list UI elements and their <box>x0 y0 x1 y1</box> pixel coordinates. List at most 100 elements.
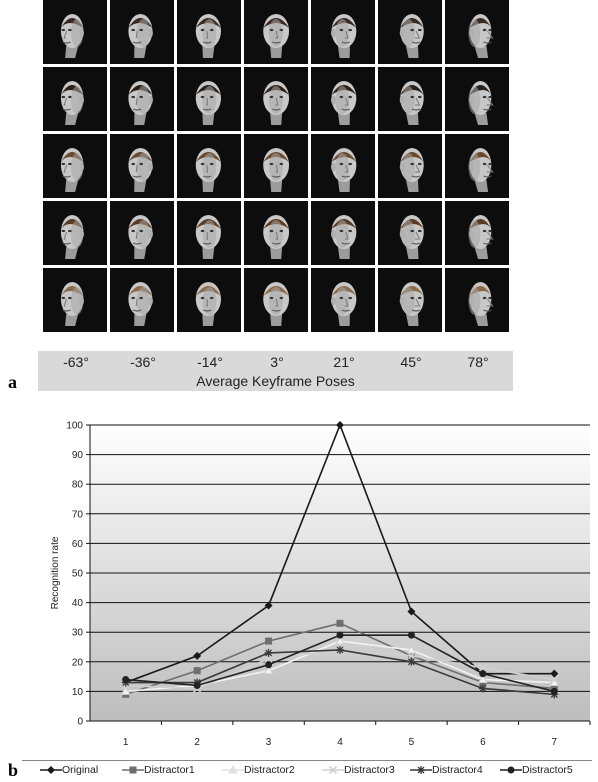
face-head-icon <box>399 215 424 259</box>
legend-swatch <box>410 766 432 775</box>
data-point <box>477 674 488 684</box>
legend-marker <box>507 766 515 774</box>
pose-label: -63° <box>63 354 89 370</box>
legend-label: Distractor5 <box>522 764 573 776</box>
face-head-icon <box>195 81 221 125</box>
face-image <box>43 134 107 198</box>
face-head-icon <box>195 215 221 259</box>
face-head-icon <box>263 215 290 259</box>
face-image <box>110 0 174 64</box>
legend-label: Distractor4 <box>432 764 483 776</box>
face-head-icon <box>399 148 424 192</box>
face-head-icon <box>60 81 84 125</box>
series-distractor5 <box>122 631 558 695</box>
face-head-icon <box>195 148 221 192</box>
face-image <box>244 67 308 131</box>
data-point <box>550 669 559 678</box>
face-image <box>311 0 375 64</box>
x-tick-label: 4 <box>337 737 343 748</box>
data-point <box>264 654 273 663</box>
data-point <box>479 670 487 678</box>
pose-label: 21° <box>333 354 355 370</box>
pose-axis-caption: Average Keyframe Poses <box>196 373 355 389</box>
face-image <box>378 0 442 64</box>
x-tick-label: 2 <box>194 737 200 748</box>
pose-axis-bar: -63° -36° -14° 3° 21° 45° 78° Average Ke… <box>38 351 513 391</box>
face-head-icon <box>399 282 424 326</box>
face-image <box>244 0 308 64</box>
legend-item: Original <box>40 764 98 776</box>
panel-letter-b: b <box>8 760 19 780</box>
legend-label: Distractor3 <box>344 764 395 776</box>
face-image <box>177 67 241 131</box>
legend-swatch <box>222 765 244 774</box>
x-tick-label: 1 <box>123 737 129 748</box>
face-image <box>378 134 442 198</box>
legend-swatch <box>40 766 62 775</box>
face-image <box>177 268 241 332</box>
data-point <box>193 651 202 660</box>
legend-label: Original <box>62 764 99 776</box>
data-point <box>265 637 273 645</box>
face-head-icon <box>468 14 494 58</box>
legend-label: Distractor2 <box>244 764 295 776</box>
data-point <box>263 665 274 675</box>
y-tick-label: 50 <box>72 569 84 580</box>
data-point <box>122 676 130 684</box>
face-image <box>311 134 375 198</box>
face-head-icon <box>468 215 494 259</box>
face-head-icon <box>195 282 221 326</box>
legend-item: Distractor2 <box>222 764 295 776</box>
face-head-icon <box>468 148 494 192</box>
face-image <box>244 201 308 265</box>
face-image <box>445 67 509 131</box>
face-image <box>445 201 509 265</box>
face-image <box>311 268 375 332</box>
pose-label: 3° <box>270 354 284 370</box>
face-head-icon <box>60 14 84 58</box>
y-tick-label: 100 <box>66 421 83 432</box>
face-head-icon <box>128 215 153 259</box>
pose-label: 78° <box>467 354 489 370</box>
face-head-icon <box>399 81 424 125</box>
face-head-icon <box>263 81 290 125</box>
y-tick-label: 90 <box>72 450 84 461</box>
pose-label: -36° <box>130 354 156 370</box>
legend-swatch <box>322 766 344 775</box>
face-head-icon <box>128 148 153 192</box>
data-point <box>407 631 415 639</box>
face-head-icon <box>331 282 357 326</box>
face-image <box>110 134 174 198</box>
face-image <box>445 0 509 64</box>
pose-label: -14° <box>197 354 223 370</box>
face-head-icon <box>263 148 290 192</box>
data-point <box>407 607 416 616</box>
legend-label: Distractor1 <box>144 764 195 776</box>
face-image <box>311 201 375 265</box>
y-tick-label: 0 <box>77 717 83 728</box>
data-point <box>336 645 344 654</box>
data-point <box>265 661 273 669</box>
face-head-icon <box>331 81 357 125</box>
y-tick-label: 20 <box>72 657 84 668</box>
face-head-icon <box>331 215 357 259</box>
data-point <box>336 631 344 639</box>
chart-legend: Original Distractor1 Distractor2 Distractor… <box>22 760 592 779</box>
data-point <box>550 687 558 695</box>
data-point <box>336 619 344 627</box>
y-tick-label: 10 <box>72 687 84 698</box>
data-point <box>407 657 416 666</box>
recognition-rate-chart: 0 10 20 30 40 50 60 70 80 90 100 1 2 3 4 5 6 7 Recognition… <box>50 421 591 748</box>
data-point <box>120 686 131 695</box>
face-image <box>177 0 241 64</box>
data-point <box>335 636 345 645</box>
face-image <box>378 67 442 131</box>
y-tick-label: 80 <box>72 480 84 491</box>
legend-item: Distractor5 <box>500 764 573 776</box>
face-image <box>43 201 107 265</box>
panel-letter-a: a <box>8 372 17 392</box>
data-point <box>550 675 559 684</box>
face-image <box>177 201 241 265</box>
face-image <box>110 67 174 131</box>
y-axis-label: Recognition rate <box>50 536 61 609</box>
